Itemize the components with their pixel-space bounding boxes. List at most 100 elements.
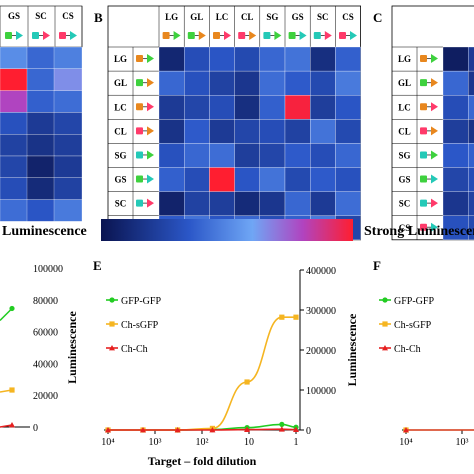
- construct-domain-1: [420, 223, 427, 231]
- heatmap-b-cell: [284, 46, 311, 72]
- chart-d-series-line: [0, 307, 13, 322]
- heatmap-b-cell: [259, 95, 286, 120]
- heatmap-b-cell: [259, 119, 286, 144]
- construct-domain-1: [162, 32, 170, 39]
- construct-icon: [136, 102, 154, 112]
- heatmap-c-row-header: GS: [398, 175, 410, 185]
- chart-f-legend-label: Ch-Ch: [394, 344, 421, 355]
- chart-e-x-tick-label: 10: [244, 437, 254, 448]
- construct-domain-1: [420, 175, 427, 183]
- heatmap-b-cell: [310, 119, 336, 144]
- heatmap-b-cell: [234, 167, 260, 192]
- heatmap-b-cell: [234, 70, 260, 96]
- construct-domain-2: [299, 31, 307, 40]
- chart-e-x-tick-label: 1: [294, 437, 299, 448]
- chart-e-y-tick-label: 100000: [306, 386, 336, 397]
- heatmap-a-cell: [26, 155, 56, 178]
- construct-icon: [420, 102, 438, 112]
- heatmap-b-column-header: GS: [292, 12, 304, 22]
- heatmap-panel-b: LGGLLCCLSGGSSCCSLGGLLCCLSGGSSCCS: [107, 5, 362, 241]
- chart-f-legend-label: GFP-GFP: [394, 296, 434, 307]
- chart-e-x-tick-label: 10⁴: [101, 437, 115, 448]
- heatmap-b-cell: [259, 191, 286, 216]
- chart-e-y-axis-label: Luminescence: [345, 313, 359, 386]
- heatmap-a-cell: [0, 155, 29, 178]
- heatmap-b-cell: [209, 167, 235, 192]
- heatmap-b-cell: [310, 46, 336, 72]
- heatmap-b-cell: [284, 119, 311, 144]
- heatmap-b-cell: [259, 167, 286, 192]
- heatmap-b-cell: [184, 167, 210, 192]
- panel-label-c: C: [373, 10, 382, 25]
- heatmap-a-cell: [26, 46, 56, 69]
- heatmap-a-cell: [53, 134, 83, 157]
- chart-f-x-tick-label: 10³: [456, 437, 469, 448]
- heatmap-b-cell: [310, 70, 336, 96]
- construct-domain-2: [431, 222, 438, 232]
- colorbar-gradient: [101, 219, 353, 241]
- construct-icon: [420, 150, 438, 160]
- panel-label-b: B: [94, 10, 103, 25]
- construct-icon: [420, 174, 438, 184]
- construct-icon: [339, 31, 357, 40]
- heatmap-b-row-header: GL: [114, 78, 127, 88]
- heatmap-b-cell: [259, 46, 286, 72]
- heatmap-c-cell: [468, 143, 474, 168]
- heatmap-panel-c: LG GL LC CL SG GS SC CS: [391, 5, 474, 241]
- construct-icon: [136, 198, 154, 208]
- heatmap-b-cell: [310, 95, 336, 120]
- heatmap-a-cell: [53, 112, 83, 135]
- heatmap-a-cell: [53, 90, 83, 113]
- heatmap-b-row-header: SG: [114, 150, 126, 160]
- heatmap-c-cell: [468, 46, 474, 72]
- construct-domain-2: [147, 126, 154, 136]
- data-point: [382, 297, 388, 303]
- heatmap-b-cell: [284, 70, 311, 96]
- construct-icon: [162, 31, 181, 40]
- heatmap-a-cell: [0, 46, 29, 69]
- heatmap-b-cell: [284, 191, 311, 216]
- heatmap-b-cell: [335, 167, 361, 192]
- data-point: [278, 426, 285, 432]
- heatmap-a-cell: [53, 46, 83, 69]
- colorbar-left-label: Luminescence: [2, 224, 87, 239]
- heatmap-a-cell: [26, 112, 56, 135]
- chart-e-series-line: [108, 316, 296, 431]
- heatmap-b-cell: [234, 143, 260, 168]
- heatmap-a-header-band: [0, 5, 83, 48]
- chart-d-y-axis-label: Luminescence: [65, 310, 79, 383]
- heatmap-b-cell: [158, 143, 185, 168]
- chart-d-y-tick-label: 80000: [33, 296, 58, 307]
- construct-icon: [59, 31, 77, 40]
- construct-domain-2: [431, 126, 438, 136]
- heatmap-b-column-header: SG: [266, 12, 278, 22]
- heatmap-b-cell: [284, 167, 311, 192]
- heatmap-b-cell: [310, 143, 336, 168]
- heatmap-c-row-header: LG: [398, 54, 411, 64]
- heatmap-c-cell: [442, 191, 469, 216]
- heatmap-a-cell: [0, 134, 29, 157]
- construct-domain-2: [147, 78, 154, 88]
- construct-domain-1: [313, 32, 321, 39]
- data-point: [382, 345, 388, 351]
- construct-icon: [136, 78, 154, 88]
- heatmap-b-cell: [234, 191, 260, 216]
- construct-domain-1: [420, 127, 427, 135]
- chart-e-legend-label: Ch-sGFP: [121, 320, 159, 331]
- chart-d-y-tick-label: 0: [33, 423, 38, 434]
- heatmap-b-cell: [209, 119, 235, 144]
- heatmap-b-cell: [335, 119, 361, 144]
- heatmap-c-row-header: CL: [398, 126, 411, 136]
- heatmap-b-cell: [234, 95, 260, 120]
- heatmap-b-column-header: CL: [241, 12, 254, 22]
- chart-e-legend-label: GFP-GFP: [121, 296, 161, 307]
- heatmap-b-row-header: LC: [114, 102, 127, 112]
- construct-domain-1: [136, 103, 143, 111]
- heatmap-c-row-header: CS: [399, 223, 411, 233]
- chart-e-y-tick-label: 400000: [306, 266, 336, 277]
- construct-domain-1: [288, 32, 296, 39]
- construct-domain-2: [43, 31, 50, 40]
- construct-domain-1: [238, 32, 246, 39]
- construct-domain-2: [173, 31, 181, 40]
